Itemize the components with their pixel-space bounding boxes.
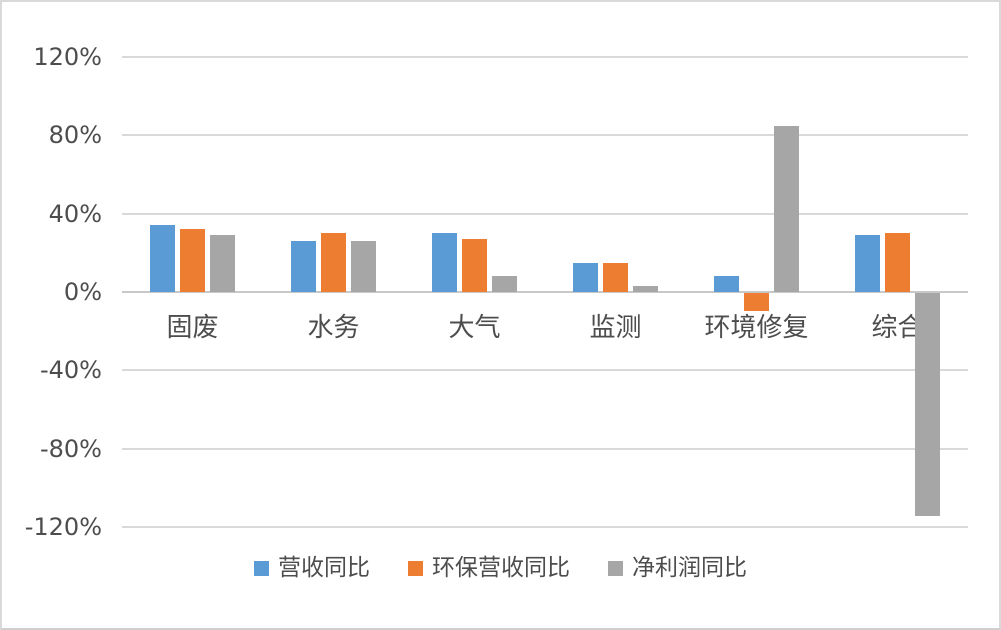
y-tick-label: -80% xyxy=(39,434,102,463)
legend-swatch-icon xyxy=(408,560,423,576)
legend-swatch-icon xyxy=(608,560,623,576)
x-category-label: 大气 xyxy=(448,313,501,343)
bar-series2-cat1 xyxy=(351,241,376,292)
bar-series2-cat0 xyxy=(210,235,235,292)
x-category-label: 监测 xyxy=(589,313,642,343)
y-tick-label: 0% xyxy=(63,278,102,306)
bar-series1-cat4 xyxy=(744,293,769,311)
legend-label: 环保营收同比 xyxy=(432,555,570,581)
gridline xyxy=(122,526,968,528)
zero-axis-line xyxy=(122,291,968,293)
bar-series0-cat2 xyxy=(432,233,457,292)
bar-series0-cat4 xyxy=(714,276,739,292)
bar-series2-cat3 xyxy=(633,286,658,292)
gridline xyxy=(122,56,968,58)
y-tick-label: -120% xyxy=(24,513,102,541)
legend-label: 净利润同比 xyxy=(632,555,747,581)
legend-item: 环保营收同比 xyxy=(408,554,570,582)
bar-series0-cat5 xyxy=(855,235,880,292)
gridline xyxy=(122,212,968,215)
x-category-label: 综合 xyxy=(871,313,924,343)
bar-series0-cat0 xyxy=(150,225,175,292)
x-category-label: 环境修复 xyxy=(704,313,809,343)
bar-series1-cat3 xyxy=(603,262,628,292)
x-category-label: 水务 xyxy=(307,313,360,343)
bar-series1-cat0 xyxy=(180,229,205,292)
gridline xyxy=(122,369,968,372)
bar-series0-cat1 xyxy=(291,241,316,292)
bar-series2-cat5 xyxy=(915,293,940,517)
gridline xyxy=(122,134,968,137)
bar-series1-cat2 xyxy=(462,239,487,292)
bar-series2-cat4 xyxy=(774,125,799,292)
bar-series0-cat3 xyxy=(573,262,598,292)
legend-swatch-icon xyxy=(254,560,269,576)
bar-series1-cat5 xyxy=(885,233,910,292)
legend-item: 净利润同比 xyxy=(608,554,747,582)
gridline xyxy=(122,447,968,450)
y-tick-label: 40% xyxy=(48,199,102,228)
y-tick-label: 120% xyxy=(33,43,102,71)
y-tick-label: -40% xyxy=(39,356,102,385)
bar-series1-cat1 xyxy=(321,233,346,292)
legend-item: 营收同比 xyxy=(254,554,370,582)
bar-series2-cat2 xyxy=(492,276,517,292)
legend: 营收同比 环保营收同比 净利润同比 xyxy=(2,554,999,582)
y-tick-label: 80% xyxy=(48,121,102,150)
legend-label: 营收同比 xyxy=(278,555,370,581)
x-category-label: 固废 xyxy=(166,313,219,343)
